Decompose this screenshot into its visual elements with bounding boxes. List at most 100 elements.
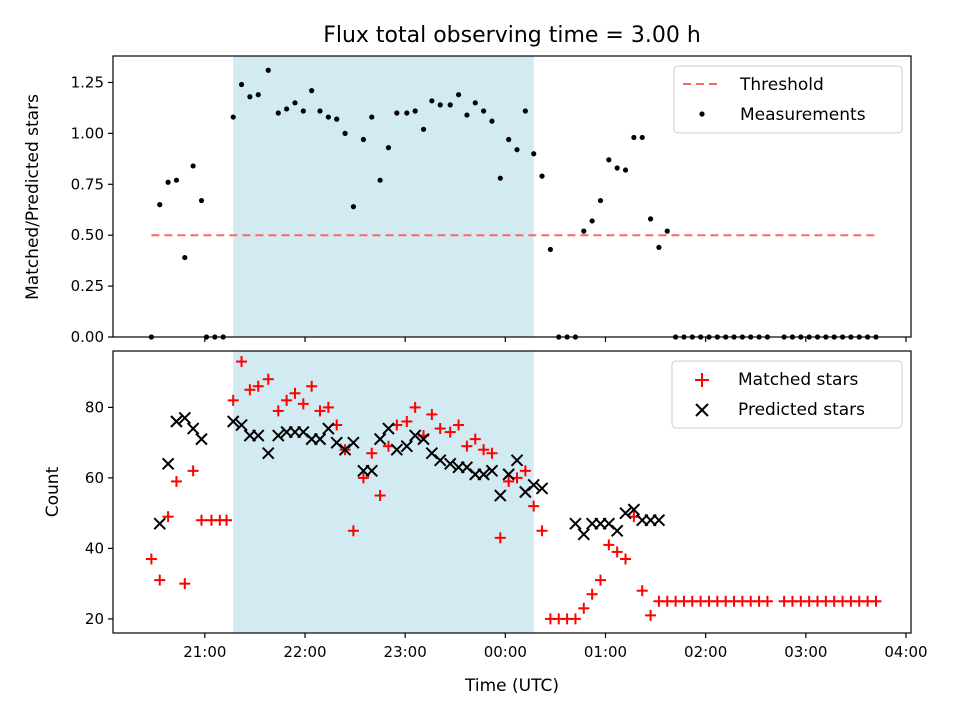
measurement-point xyxy=(325,114,331,120)
measurement-point xyxy=(275,110,281,116)
predicted-star-point xyxy=(527,478,540,492)
predicted-star-point xyxy=(400,439,414,453)
predicted-star-point xyxy=(161,457,175,471)
legend-bottom: Matched stars Predicted stars xyxy=(671,360,903,429)
matched-star-point xyxy=(145,553,157,565)
y-tick-label: 1.25 xyxy=(71,73,104,91)
matched-star-point xyxy=(461,440,473,452)
panel-counts: 20 40 60 80 21:00 22:00 23:00 00:00 01:00 02:00 0… xyxy=(43,350,928,696)
matched-star-point xyxy=(322,401,334,413)
predicted-star-point xyxy=(627,503,641,516)
measurement-point xyxy=(506,136,512,143)
predicted-star-point xyxy=(347,436,360,449)
matched-star-point xyxy=(569,613,581,625)
legend-predicted-swatch xyxy=(695,403,709,417)
matched-star-point xyxy=(870,595,882,607)
measurement-point xyxy=(622,167,629,173)
y-tick-label: 0.50 xyxy=(71,226,104,244)
axes-frame-top xyxy=(112,55,912,338)
legend-predicted-label: Predicted stars xyxy=(738,400,865,420)
x-tick-label: 01:00 xyxy=(584,643,627,661)
matched-star-point xyxy=(252,380,264,392)
matched-star-point xyxy=(469,433,481,445)
matched-star-point xyxy=(170,475,182,487)
measurement-point xyxy=(597,197,604,204)
x-tick-label: 03:00 xyxy=(784,643,827,661)
legend-measurements-label: Measurements xyxy=(740,105,866,125)
matched-star-point xyxy=(306,380,318,392)
measurement-point xyxy=(464,112,470,118)
predicted-star-point xyxy=(365,464,378,478)
matched-star-point xyxy=(154,574,166,586)
measurement-point xyxy=(412,108,418,114)
x-axis-ticks-top xyxy=(204,337,907,342)
matched-star-point xyxy=(281,394,293,406)
x-tick-label: 21:00 xyxy=(183,643,226,661)
x-tick-label: 02:00 xyxy=(684,643,727,661)
predicted-star-point xyxy=(390,443,404,456)
y-tick-label: 0.75 xyxy=(71,175,104,193)
predicted-star-point xyxy=(569,517,582,530)
legend-matched-label: Matched stars xyxy=(738,370,858,390)
matched-star-point xyxy=(761,595,773,607)
matched-star-point xyxy=(314,405,326,417)
measurement-point xyxy=(255,92,261,98)
x-tick-label: 04:00 xyxy=(884,643,927,661)
predicted-star-point xyxy=(535,482,549,495)
predicted-star-point xyxy=(252,429,265,442)
measurement-point xyxy=(350,204,357,210)
predicted-star-point xyxy=(195,432,208,446)
measurement-point xyxy=(265,67,271,73)
predicted-star-point xyxy=(408,429,422,442)
legend-matched-swatch xyxy=(695,373,709,387)
measurement-point xyxy=(385,145,392,151)
y-tick-label: 1.00 xyxy=(71,124,104,142)
matched-star-point xyxy=(366,447,378,459)
measurement-point xyxy=(284,106,290,112)
measurement-point xyxy=(317,108,323,114)
predicted-star-point xyxy=(153,517,166,530)
predicted-star-point xyxy=(485,464,499,478)
y-tick-label: 0.25 xyxy=(71,277,104,295)
y-axis-label-top: Matched/Predicted stars xyxy=(23,94,43,300)
matched-star-point xyxy=(620,553,632,565)
measurement-point xyxy=(429,98,435,104)
y-tick-label: 40 xyxy=(85,539,104,557)
matched-star-point xyxy=(401,416,413,427)
predicted-star-point xyxy=(382,422,395,435)
measurement-point xyxy=(342,130,348,136)
measurement-point xyxy=(238,81,245,88)
measurement-point xyxy=(292,100,298,106)
measurement-point xyxy=(190,163,196,169)
measurement-point xyxy=(472,100,478,106)
predicted-star-point xyxy=(313,432,327,446)
measurement-point xyxy=(664,228,670,234)
predicted-star-point xyxy=(619,506,632,520)
matched-star-point xyxy=(444,426,456,438)
matched-star-point xyxy=(611,546,623,558)
matched-star-point xyxy=(528,500,540,512)
matched-star-point xyxy=(636,585,648,597)
measurement-point xyxy=(656,244,662,251)
matched-star-point xyxy=(272,405,284,417)
matched-star-point xyxy=(578,602,590,614)
matched-star-point xyxy=(162,511,174,523)
y-tick-label: 0.00 xyxy=(71,328,104,346)
matched-star-point xyxy=(244,384,256,396)
measurement-point xyxy=(309,88,315,94)
predicted-star-point xyxy=(272,429,285,442)
measurement-point xyxy=(182,254,188,261)
measurement-point xyxy=(547,246,553,253)
predicted-star-point xyxy=(373,432,387,446)
measurement-point xyxy=(437,102,443,108)
measurement-point xyxy=(647,216,654,222)
measurement-point xyxy=(481,108,487,114)
matched-star-point xyxy=(179,578,191,590)
y-tick-label: 20 xyxy=(85,610,104,628)
measurement-point xyxy=(581,228,587,234)
x-tick-label: 00:00 xyxy=(484,643,527,661)
predicted-star-point xyxy=(417,432,430,446)
legend-threshold-label: Threshold xyxy=(739,75,824,95)
legend-box-top xyxy=(673,65,903,134)
matched-star-point xyxy=(586,588,598,600)
